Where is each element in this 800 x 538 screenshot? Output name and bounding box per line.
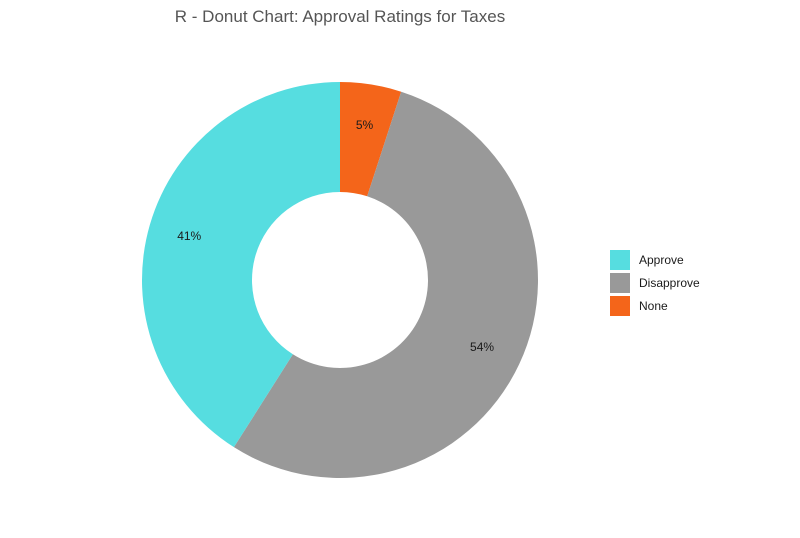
legend-label-none: None	[639, 298, 668, 313]
legend-item-approve: Approve	[610, 248, 700, 271]
legend-key-none	[610, 295, 630, 316]
legend-item-none: None	[610, 294, 700, 317]
slice-label-none: 5%	[356, 118, 374, 132]
legend-label-approve: Approve	[639, 252, 684, 267]
slice-label-disapprove: 54%	[470, 340, 494, 354]
legend-key-approve	[610, 249, 630, 270]
donut-chart: 5% 54% 41%	[142, 82, 539, 479]
slice-disapprove	[233, 91, 539, 479]
legend-key-disapprove	[610, 272, 630, 293]
legend: Approve Disapprove None	[610, 248, 700, 317]
legend-item-disapprove: Disapprove	[610, 271, 700, 294]
slice-approve	[142, 82, 340, 448]
chart-title: R - Donut Chart: Approval Ratings for Ta…	[174, 7, 506, 26]
slice-label-approve: 41%	[177, 229, 201, 243]
legend-label-disapprove: Disapprove	[639, 275, 700, 290]
slice-none	[340, 82, 402, 197]
